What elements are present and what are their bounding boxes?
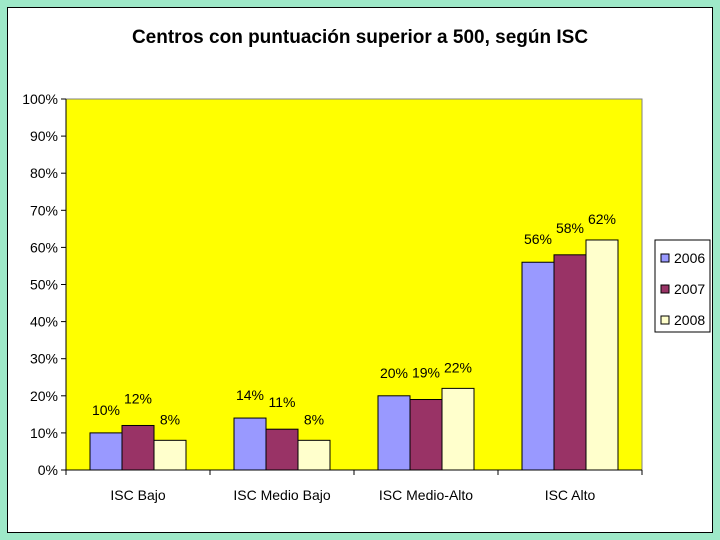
legend-swatch [660,315,670,325]
bar [521,261,555,471]
y-tick-label: 20% [30,388,58,404]
legend-label: 2008 [674,312,705,328]
data-label: 14% [236,387,264,403]
y-tick-label: 0% [38,462,58,478]
data-label: 11% [269,394,296,410]
x-category-label: ISC Bajo [110,487,165,503]
y-tick-label: 70% [30,202,58,218]
bar [409,399,443,471]
plot-area: 0% 10% 20% 30% 40% 50% 60% 70% 80% 90% 100% ISC Baj… [22,91,643,503]
y-tick-label: 80% [30,165,58,181]
data-label: 19% [412,365,440,381]
data-label: 10% [92,402,120,418]
data-label: 62% [588,211,616,227]
legend-label: 2006 [674,250,705,266]
bar [89,432,123,471]
x-category-label: ISC Medio Bajo [233,487,330,503]
legend-swatch [660,253,670,263]
bar [153,439,187,471]
data-label: 8% [304,411,324,427]
legend-swatch [660,284,670,294]
y-tick-label: 50% [30,277,58,293]
bar [297,439,331,471]
y-tick-label: 100% [22,91,58,107]
data-label: 58% [556,220,584,236]
x-category-label: ISC Medio-Alto [379,487,473,503]
y-tick-label: 30% [30,351,58,367]
bar [265,428,299,471]
bar [585,239,619,471]
x-category-label: ISC Alto [545,487,596,503]
y-tick-label: 60% [30,239,58,255]
y-tick-label: 10% [30,425,58,441]
bar [553,254,587,471]
bar [233,417,267,471]
legend: 2006 2007 2008 [654,239,711,333]
data-label: 56% [524,231,552,247]
bar [377,395,411,471]
y-tick-label: 40% [30,314,58,330]
bar [441,387,475,471]
legend-label: 2007 [674,281,705,297]
data-label: 22% [444,359,472,375]
y-tick-label: 90% [30,128,58,144]
data-label: 12% [124,390,152,406]
data-label: 8% [160,411,180,427]
data-label: 20% [380,365,408,381]
chart-title: Centros con puntuación superior a 500, s… [132,27,588,48]
bar [121,424,155,471]
